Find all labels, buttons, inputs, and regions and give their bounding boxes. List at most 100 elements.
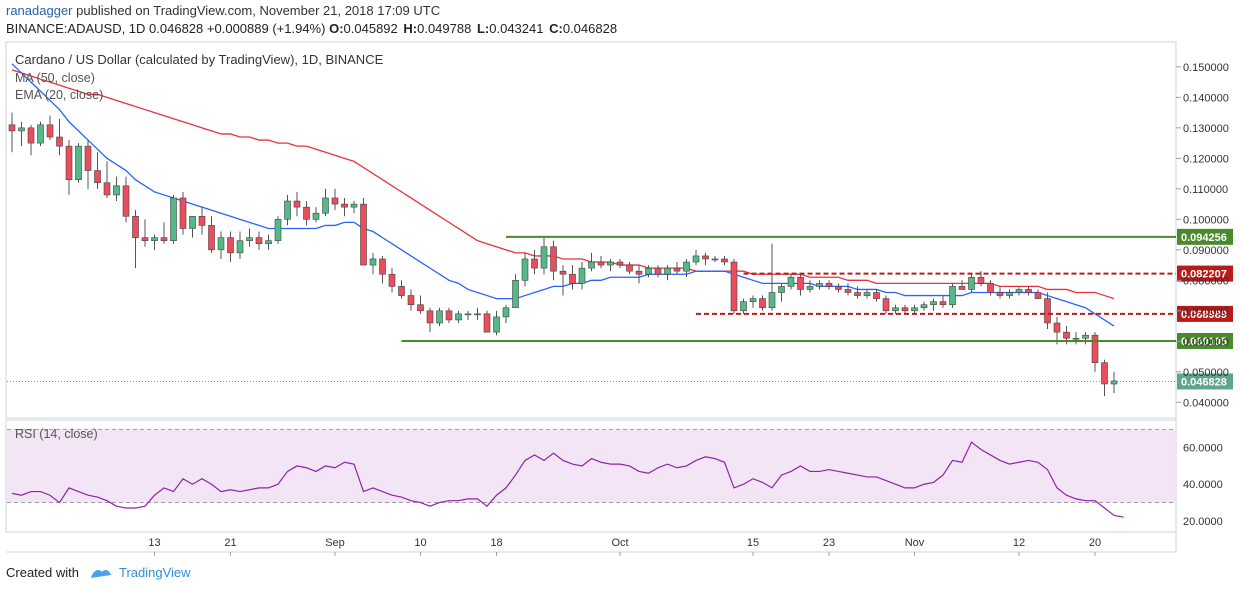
- candle[interactable]: [920, 301, 928, 311]
- candle[interactable]: [179, 191, 187, 235]
- candle[interactable]: [968, 274, 975, 293]
- candle[interactable]: [550, 240, 557, 281]
- ema-legend[interactable]: EMA (20, close): [15, 88, 104, 102]
- candle[interactable]: [949, 283, 956, 308]
- candle[interactable]: [265, 234, 272, 250]
- candle[interactable]: [512, 274, 519, 309]
- tradingview-logo-icon[interactable]: [89, 566, 113, 580]
- candle[interactable]: [84, 140, 92, 189]
- candle[interactable]: [141, 219, 149, 247]
- candle[interactable]: [388, 268, 396, 293]
- candle[interactable]: [559, 265, 567, 296]
- candle[interactable]: [626, 262, 633, 275]
- candle[interactable]: [284, 194, 291, 226]
- candle[interactable]: [331, 188, 339, 211]
- candle[interactable]: [683, 258, 690, 278]
- candle[interactable]: [597, 255, 605, 269]
- candle[interactable]: [635, 265, 643, 284]
- candle[interactable]: [436, 307, 443, 327]
- candle[interactable]: [616, 258, 624, 269]
- candle[interactable]: [1053, 316, 1061, 345]
- candle[interactable]: [502, 304, 510, 323]
- candle[interactable]: [8, 112, 16, 153]
- candle[interactable]: [1082, 332, 1089, 345]
- candle[interactable]: [293, 191, 301, 217]
- candle[interactable]: [379, 255, 386, 284]
- candle[interactable]: [341, 197, 348, 217]
- candle[interactable]: [1006, 289, 1013, 299]
- candle[interactable]: [132, 210, 139, 269]
- candle[interactable]: [702, 252, 709, 266]
- candle[interactable]: [844, 283, 852, 296]
- candle[interactable]: [588, 252, 595, 272]
- candle[interactable]: [578, 262, 586, 290]
- candle[interactable]: [303, 201, 310, 226]
- candle[interactable]: [426, 307, 434, 333]
- candle[interactable]: [350, 201, 358, 214]
- candle[interactable]: [255, 231, 263, 250]
- candle[interactable]: [1091, 332, 1099, 372]
- candle[interactable]: [322, 188, 329, 217]
- candle[interactable]: [37, 121, 44, 147]
- candle[interactable]: [360, 197, 367, 266]
- candle[interactable]: [122, 176, 130, 223]
- candle[interactable]: [825, 280, 833, 290]
- candle[interactable]: [103, 161, 111, 198]
- candle[interactable]: [46, 115, 54, 141]
- candle[interactable]: [312, 207, 320, 223]
- candle[interactable]: [540, 237, 548, 275]
- candle[interactable]: [531, 249, 538, 275]
- author-username[interactable]: ranadagger: [6, 3, 73, 18]
- candle[interactable]: [445, 307, 453, 323]
- candle[interactable]: [1034, 289, 1042, 299]
- candle[interactable]: [892, 304, 899, 314]
- candle[interactable]: [27, 124, 35, 156]
- candle[interactable]: [94, 152, 101, 189]
- candle[interactable]: [987, 280, 994, 296]
- candle[interactable]: [1044, 292, 1051, 330]
- candle[interactable]: [1101, 359, 1108, 397]
- candle[interactable]: [236, 231, 244, 259]
- candle[interactable]: [607, 258, 614, 272]
- candle[interactable]: [1025, 286, 1032, 296]
- candle[interactable]: [1015, 286, 1023, 296]
- candle[interactable]: [939, 295, 947, 308]
- candle[interactable]: [18, 121, 25, 147]
- candle[interactable]: [645, 265, 652, 278]
- candle[interactable]: [217, 231, 225, 259]
- candle[interactable]: [521, 252, 529, 287]
- candle[interactable]: [1110, 371, 1118, 394]
- candle[interactable]: [664, 265, 671, 281]
- candle[interactable]: [958, 280, 966, 290]
- candle[interactable]: [398, 280, 405, 299]
- candle[interactable]: [673, 262, 681, 275]
- candle[interactable]: [227, 231, 234, 263]
- candle[interactable]: [170, 194, 177, 244]
- candle[interactable]: [996, 286, 1004, 299]
- candle[interactable]: [569, 265, 576, 290]
- candle[interactable]: [474, 307, 481, 320]
- candle[interactable]: [274, 216, 282, 244]
- tradingview-link[interactable]: TradingView: [118, 565, 191, 580]
- candle[interactable]: [759, 295, 766, 311]
- candle[interactable]: [977, 271, 985, 287]
- candle[interactable]: [721, 255, 728, 266]
- candle[interactable]: [464, 310, 472, 320]
- candle[interactable]: [654, 265, 662, 278]
- candle[interactable]: [417, 295, 424, 314]
- candle[interactable]: [407, 289, 415, 311]
- candle[interactable]: [75, 143, 82, 183]
- candle[interactable]: [863, 289, 871, 299]
- candle[interactable]: [56, 118, 63, 156]
- candle[interactable]: [873, 289, 880, 302]
- candle[interactable]: [208, 216, 215, 253]
- candle[interactable]: [816, 280, 823, 290]
- candle[interactable]: [930, 298, 937, 311]
- candle[interactable]: [901, 304, 909, 314]
- candle[interactable]: [797, 274, 804, 296]
- candle[interactable]: [911, 304, 918, 314]
- candle[interactable]: [369, 252, 377, 275]
- candle[interactable]: [483, 310, 491, 333]
- candle[interactable]: [711, 255, 719, 263]
